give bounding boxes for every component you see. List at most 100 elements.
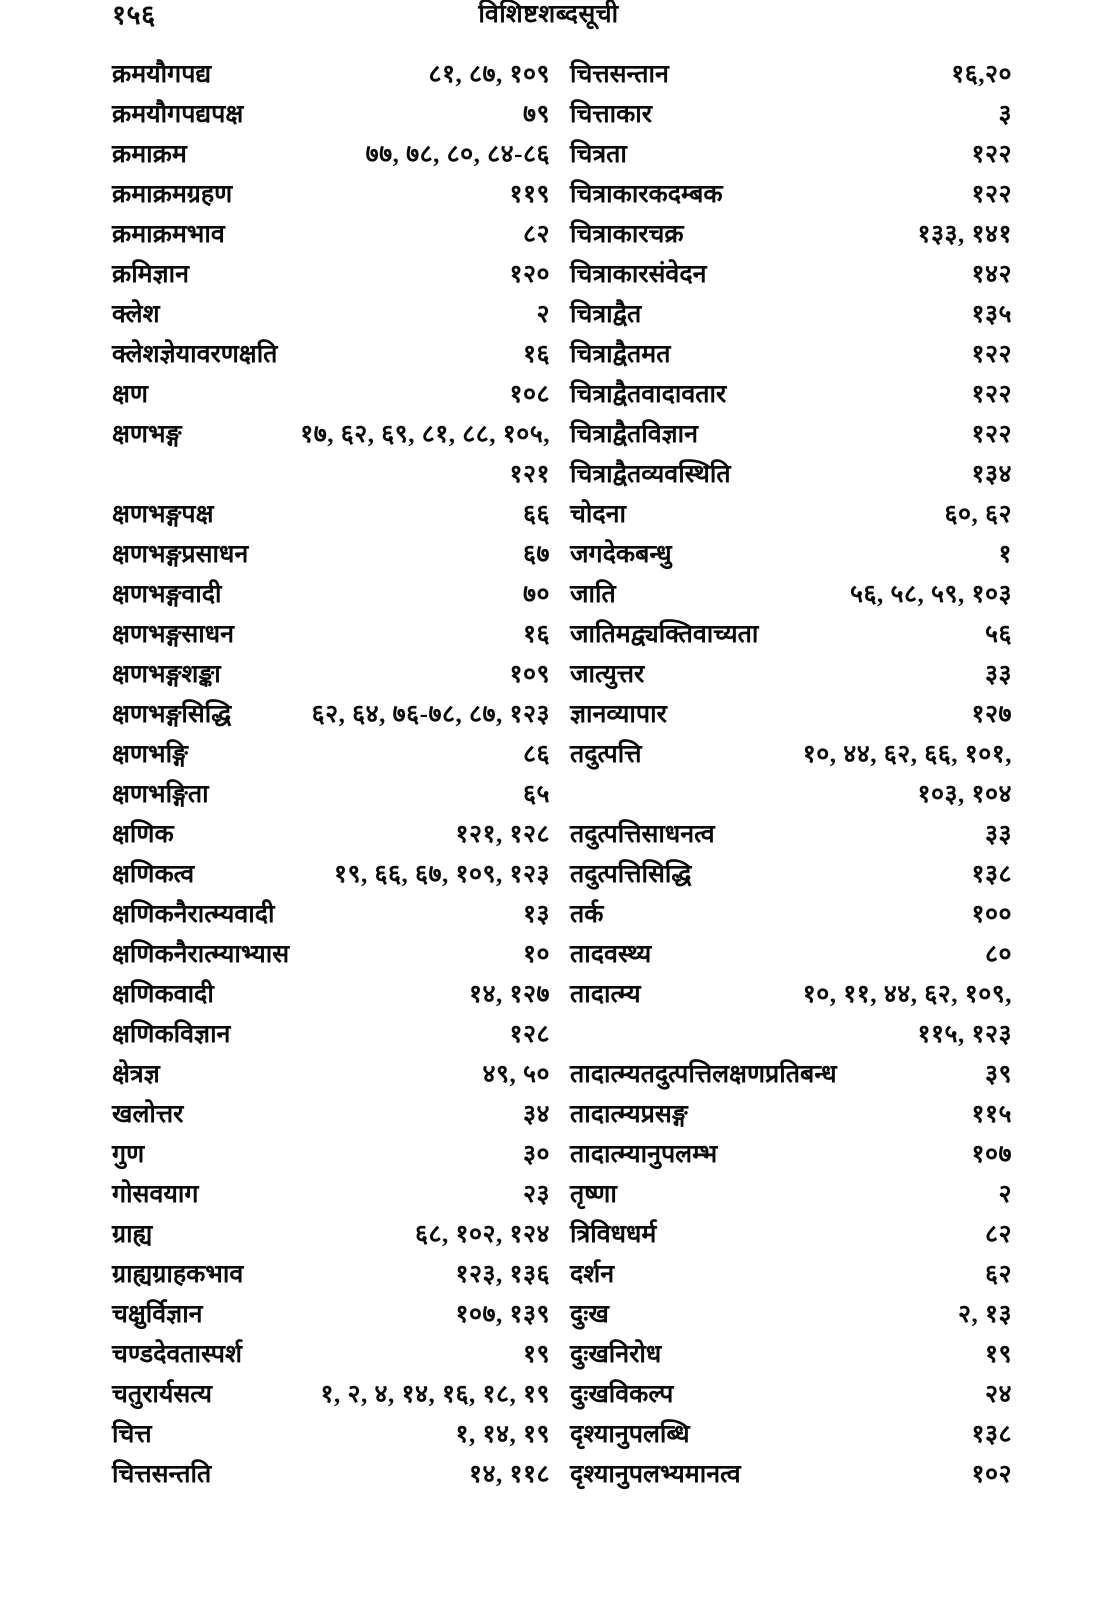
- index-entry-term: तदुत्पत्ति: [570, 741, 642, 768]
- index-entry-pages: १३३, १४१: [917, 221, 1012, 248]
- index-entry: चित्राद्वैत १३५: [570, 302, 1012, 342]
- index-entry: गोसवयाग २३: [112, 1182, 550, 1222]
- index-entry-pages: १९, ६६, ६७, १०९, १२३: [333, 861, 550, 888]
- index-entry-term: क्षणभङ्गप्रसाधन: [112, 541, 249, 568]
- index-entry-pages: ३३: [984, 661, 1012, 688]
- index-entry: तादवस्थ्य ८०: [570, 942, 1012, 982]
- index-entry-term: चण्डदेवतास्पर्श: [112, 1341, 242, 1368]
- index-entry: त्रिविधधर्म ८२: [570, 1222, 1012, 1262]
- index-entry-pages: ३०: [522, 1141, 550, 1168]
- index-entry-term: चोदना: [570, 501, 626, 528]
- index-entry: चित्राकारकदम्बक १२२: [570, 182, 1012, 222]
- index-entry-pages: १, २, ४, १४, १६, १८, १९: [320, 1381, 550, 1408]
- index-entry-term: चित्राद्वैतविज्ञान: [570, 421, 699, 448]
- index-entry-term: खलोत्तर: [112, 1101, 184, 1128]
- index-entry: क्षणिकनैरात्म्याभ्यास १०: [112, 942, 550, 982]
- index-entry-pages: ६८, १०२, १२४: [414, 1221, 550, 1248]
- page-folio-number: १५६: [112, 0, 156, 30]
- index-entry-pages: १०७: [971, 1141, 1012, 1168]
- index-entry-term: जात्युत्तर: [570, 661, 645, 688]
- index-entry-term: चित्राकारसंवेदन: [570, 261, 707, 288]
- index-entry-pages: ७७, ७८, ८०, ८४-८६: [365, 141, 550, 168]
- index-entry-term: दुःखनिरोध: [570, 1341, 662, 1368]
- index-entry-pages: ५६: [984, 621, 1012, 648]
- index-entry: क्षणिक १२१, १२८: [112, 822, 550, 862]
- index-entry: चित्राकारसंवेदन १४२: [570, 262, 1012, 302]
- index-entry: क्रमाक्रमभाव ८२: [112, 222, 550, 262]
- index-entry-term: क्षणभङ्गसाधन: [112, 621, 235, 648]
- index-entry-pages: १२३, १३६: [455, 1261, 550, 1288]
- index-entry-term: क्षणिकविज्ञान: [112, 1021, 231, 1048]
- index-entry: चित्राकारचक्र १३३, १४१: [570, 222, 1012, 262]
- index-entry: तादात्म्यानुपलम्भ १०७: [570, 1142, 1012, 1182]
- index-entry: क्षणभङ्गिता ६५: [112, 782, 550, 822]
- index-entry: चित्रता १२२: [570, 142, 1012, 182]
- index-entry-pages: ६०, ६२: [944, 501, 1012, 528]
- index-entry-pages: १२२: [971, 381, 1012, 408]
- index-entry: तादात्म्य १०, ११, ४४, ६२, १०९,: [570, 982, 1012, 1022]
- index-entry-term: क्रमाक्रमग्रहण: [112, 181, 233, 208]
- index-entry: क्लेश २: [112, 302, 550, 342]
- index-entry-pages: १३: [522, 901, 550, 928]
- index-entry-pages: १६: [522, 621, 550, 648]
- index-entry: चित्तसन्तति १४, ११८: [112, 1462, 550, 1502]
- index-entry-pages: २: [536, 301, 550, 328]
- index-entry: क्रमाक्रम ७७, ७८, ८०, ८४-८६: [112, 142, 550, 182]
- index-entry-term: तदुत्पत्तिसाधनत्व: [570, 821, 715, 848]
- index-entry: क्षणिकनैरात्म्यवादी १३: [112, 902, 550, 942]
- index-entry: तादात्म्यप्रसङ्ग ११५: [570, 1102, 1012, 1142]
- index-entry-pages: २: [998, 1181, 1012, 1208]
- index-entry-term: तादात्म्यप्रसङ्ग: [570, 1101, 688, 1128]
- index-entry: चतुरार्यसत्य १, २, ४, १४, १६, १८, १९: [112, 1382, 550, 1422]
- index-entry-pages: ७९: [522, 101, 550, 128]
- index-entry-pages: १४, ११८: [468, 1461, 550, 1488]
- index-entry: क्षणभङ्गसाधन १६: [112, 622, 550, 662]
- index-entry: चक्षुर्विज्ञान १०७, १३९: [112, 1302, 550, 1342]
- index-entry-pages: ४९, ५०: [482, 1061, 550, 1088]
- index-entry-pages: ३३: [984, 821, 1012, 848]
- index-entry-pages: १०: [522, 941, 550, 968]
- index-entry: क्षणभङ्गवादी ७०: [112, 582, 550, 622]
- index-entry-pages: १२८: [509, 1021, 550, 1048]
- index-entry: दृश्यानुपलब्धि १३८: [570, 1422, 1012, 1462]
- index-entry: क्षेत्रज्ञ ४९, ५०: [112, 1062, 550, 1102]
- index-entry-term: दृश्यानुपलभ्यमानत्व: [570, 1461, 741, 1488]
- index-entry-pages: ८२: [522, 221, 550, 248]
- index-entry-pages: १२७: [971, 701, 1012, 728]
- index-entry: क्षणभङ्ग १७, ६२, ६९, ८१, ८८, १०५,: [112, 422, 550, 462]
- index-entry-term: क्रमाक्रम: [112, 141, 187, 168]
- index-entry: गुण ३०: [112, 1142, 550, 1182]
- index-entry: चित्तसन्तान १६,२०: [570, 62, 1012, 102]
- index-entry-term: चित्राद्वैतव्यवस्थिति: [570, 461, 731, 488]
- running-head: १५६ विशिष्टशब्दसूची: [0, 0, 1107, 46]
- index-entry-pages: १०३, १०४: [917, 781, 1012, 808]
- index-entry-pages: १६,२०: [951, 61, 1012, 88]
- index-entry-pages: ८०: [984, 941, 1012, 968]
- index-entry-continuation: ११५, १२३: [570, 1022, 1012, 1062]
- index-entry-term: क्षेत्रज्ञ: [112, 1061, 160, 1088]
- index-entry-term: दुःखविकल्प: [570, 1381, 674, 1408]
- index-entry-term: जातिमद्व्यक्तिवाच्यता: [570, 621, 759, 648]
- index-entry: तदुत्पत्ति १०, ४४, ६२, ६६, १०१,: [570, 742, 1012, 782]
- index-entry-term: क्रमयौगपद्यपक्ष: [112, 101, 244, 128]
- index-entry-term: क्षणभङ्ग: [112, 421, 182, 448]
- index-entry-term: तादात्म्य: [570, 981, 641, 1008]
- index-entry-term: क्षणिकत्व: [112, 861, 195, 888]
- index-entry-term: क्षणभङ्गि: [112, 741, 188, 768]
- index-entry-term: दर्शन: [570, 1261, 615, 1288]
- index-column-right: चित्तसन्तान १६,२० चित्ताकार ३ चित्रता १२२ चित्…: [558, 62, 1107, 1502]
- index-entry-pages: १२२: [971, 421, 1012, 448]
- index-entry-term: चित्राकारकदम्बक: [570, 181, 723, 208]
- index-entry-pages: ३: [998, 101, 1012, 128]
- index-entry: चित्त १, १४, १९: [112, 1422, 550, 1462]
- index-entry: ग्राह्यग्राहकभाव १२३, १३६: [112, 1262, 550, 1302]
- index-entry-pages: ८२: [984, 1221, 1012, 1248]
- index-entry-term: गुण: [112, 1141, 145, 1168]
- index-entry-term: क्षणभङ्गपक्ष: [112, 501, 214, 528]
- index-entry: क्षणभङ्गशङ्का १०९: [112, 662, 550, 702]
- index-entry: जगदेकबन्धु १: [570, 542, 1012, 582]
- index-entry-pages: १६: [522, 341, 550, 368]
- index-entry-term: चित्राद्वैत: [570, 301, 642, 328]
- index-entry-term: क्षणिकनैरात्म्याभ्यास: [112, 941, 290, 968]
